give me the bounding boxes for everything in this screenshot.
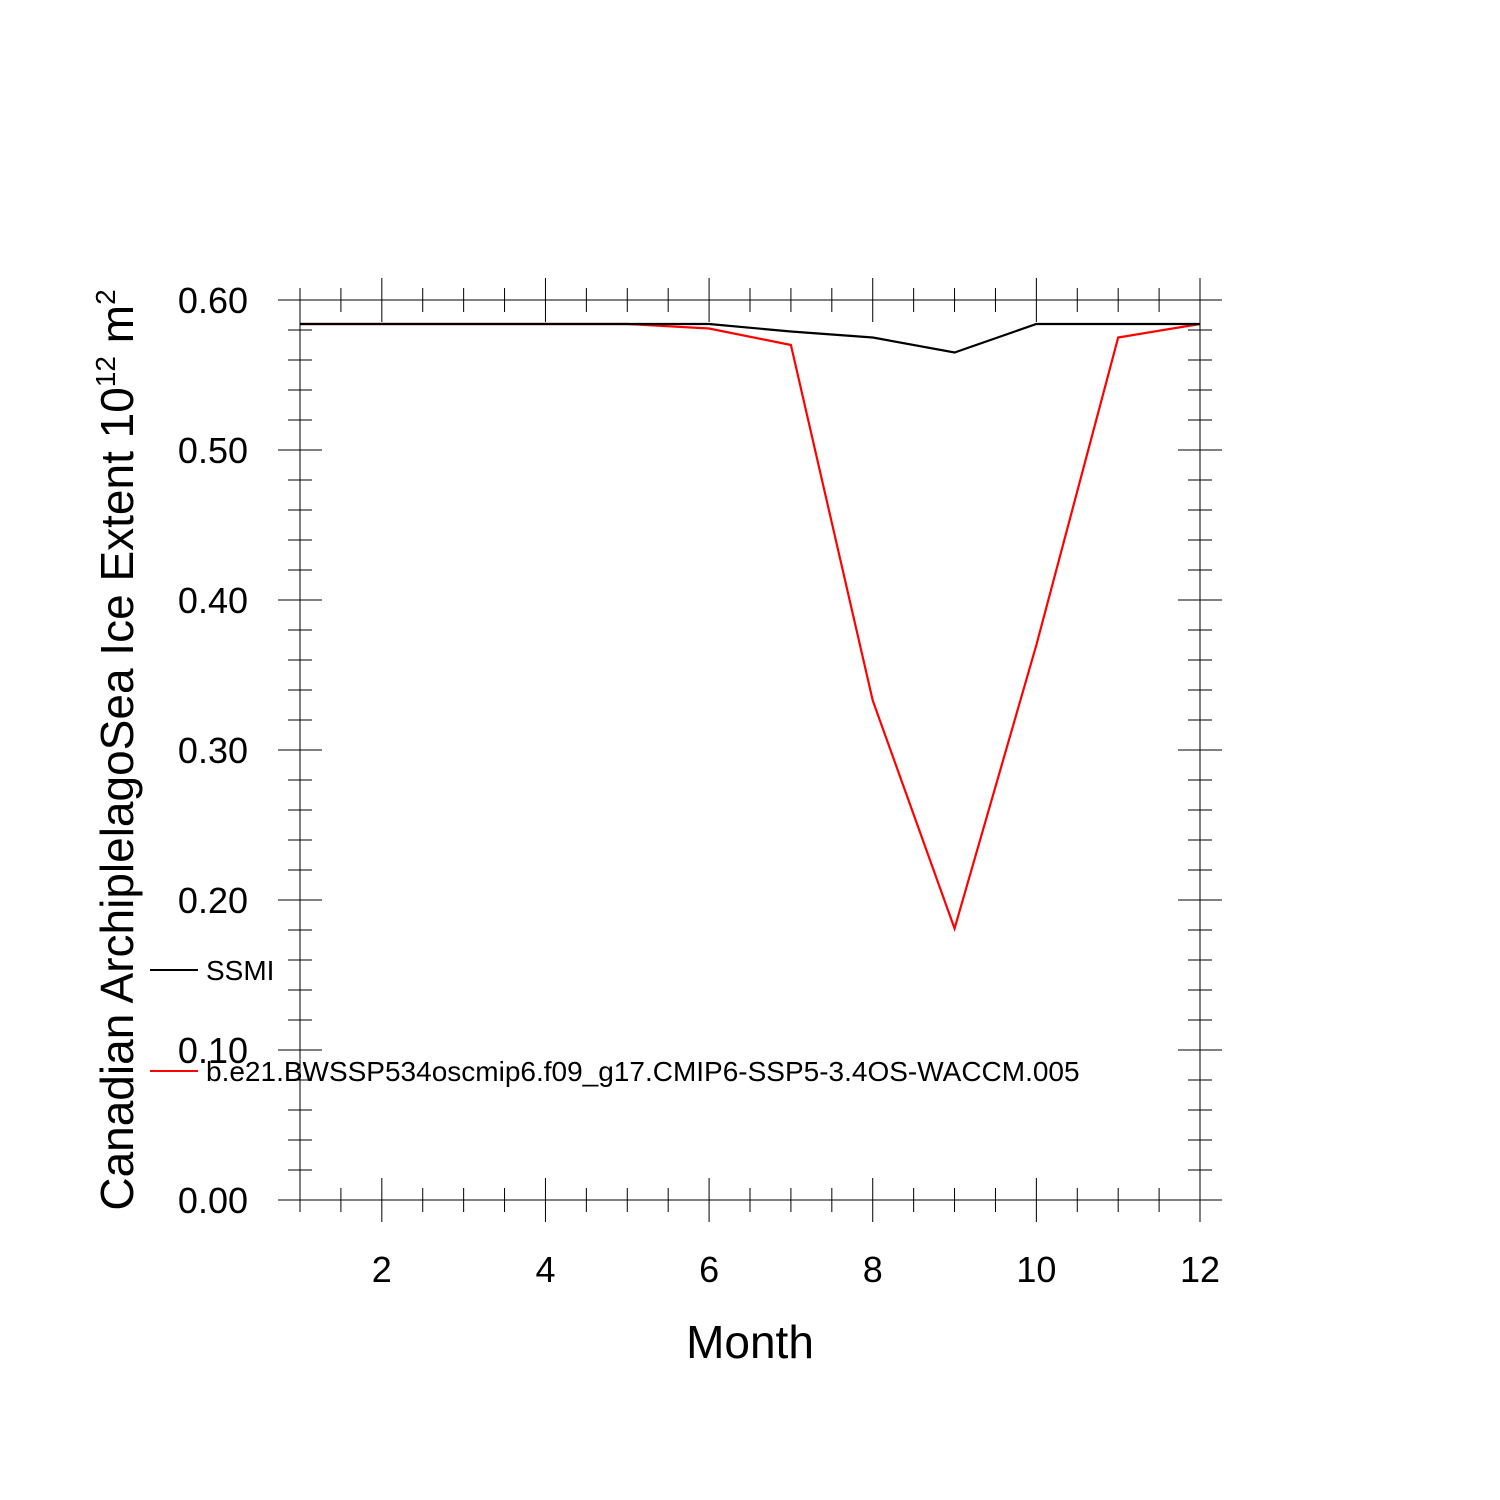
y-axis-title-exponent: 12	[90, 356, 121, 387]
legend: SSMI b.e21.BWSSP534oscmip6.f09_g17.CMIP6…	[150, 955, 1080, 1087]
x-tick-label: 8	[863, 1249, 883, 1290]
y-tick-label: 0.30	[178, 730, 248, 771]
plot-frame	[299, 299, 1201, 1201]
x-tick-label: 10	[1016, 1249, 1056, 1290]
x-tick-label: 6	[699, 1249, 719, 1290]
y-tick-label: 0.20	[178, 880, 248, 921]
series-line-ssmi	[300, 322, 1200, 354]
y-axis-title-unit-exponent: 2	[90, 289, 121, 305]
tick-labels: 2 4 6 8 10 12 0.00 0.10 0.20 0.30 0.40 0.50 0.60	[178, 280, 1220, 1290]
legend-label-ssmi: SSMI	[206, 955, 274, 986]
y-tick-label: 0.00	[178, 1180, 248, 1221]
y-axis-title: Canadian ArchiplelagoSea Ice Extent 1012…	[90, 289, 143, 1210]
y-tick-label: 0.10	[178, 1030, 248, 1071]
x-axis-title: Month	[686, 1316, 814, 1368]
series-line-model	[300, 322, 1201, 933]
x-tick-label: 2	[372, 1249, 392, 1290]
y-tick-label: 0.40	[178, 580, 248, 621]
series-lines	[300, 322, 1201, 933]
x-tick-label: 12	[1180, 1249, 1220, 1290]
x-tick-label: 4	[535, 1249, 555, 1290]
y-tick-label: 0.60	[178, 280, 248, 321]
y-tick-label: 0.50	[178, 430, 248, 471]
legend-label-model: b.e21.BWSSP534oscmip6.f09_g17.CMIP6-SSP5…	[206, 1056, 1080, 1087]
y-axis-title-main: Canadian ArchiplelagoSea Ice Extent 10	[91, 387, 143, 1210]
y-axis-title-unit: m	[91, 305, 143, 356]
